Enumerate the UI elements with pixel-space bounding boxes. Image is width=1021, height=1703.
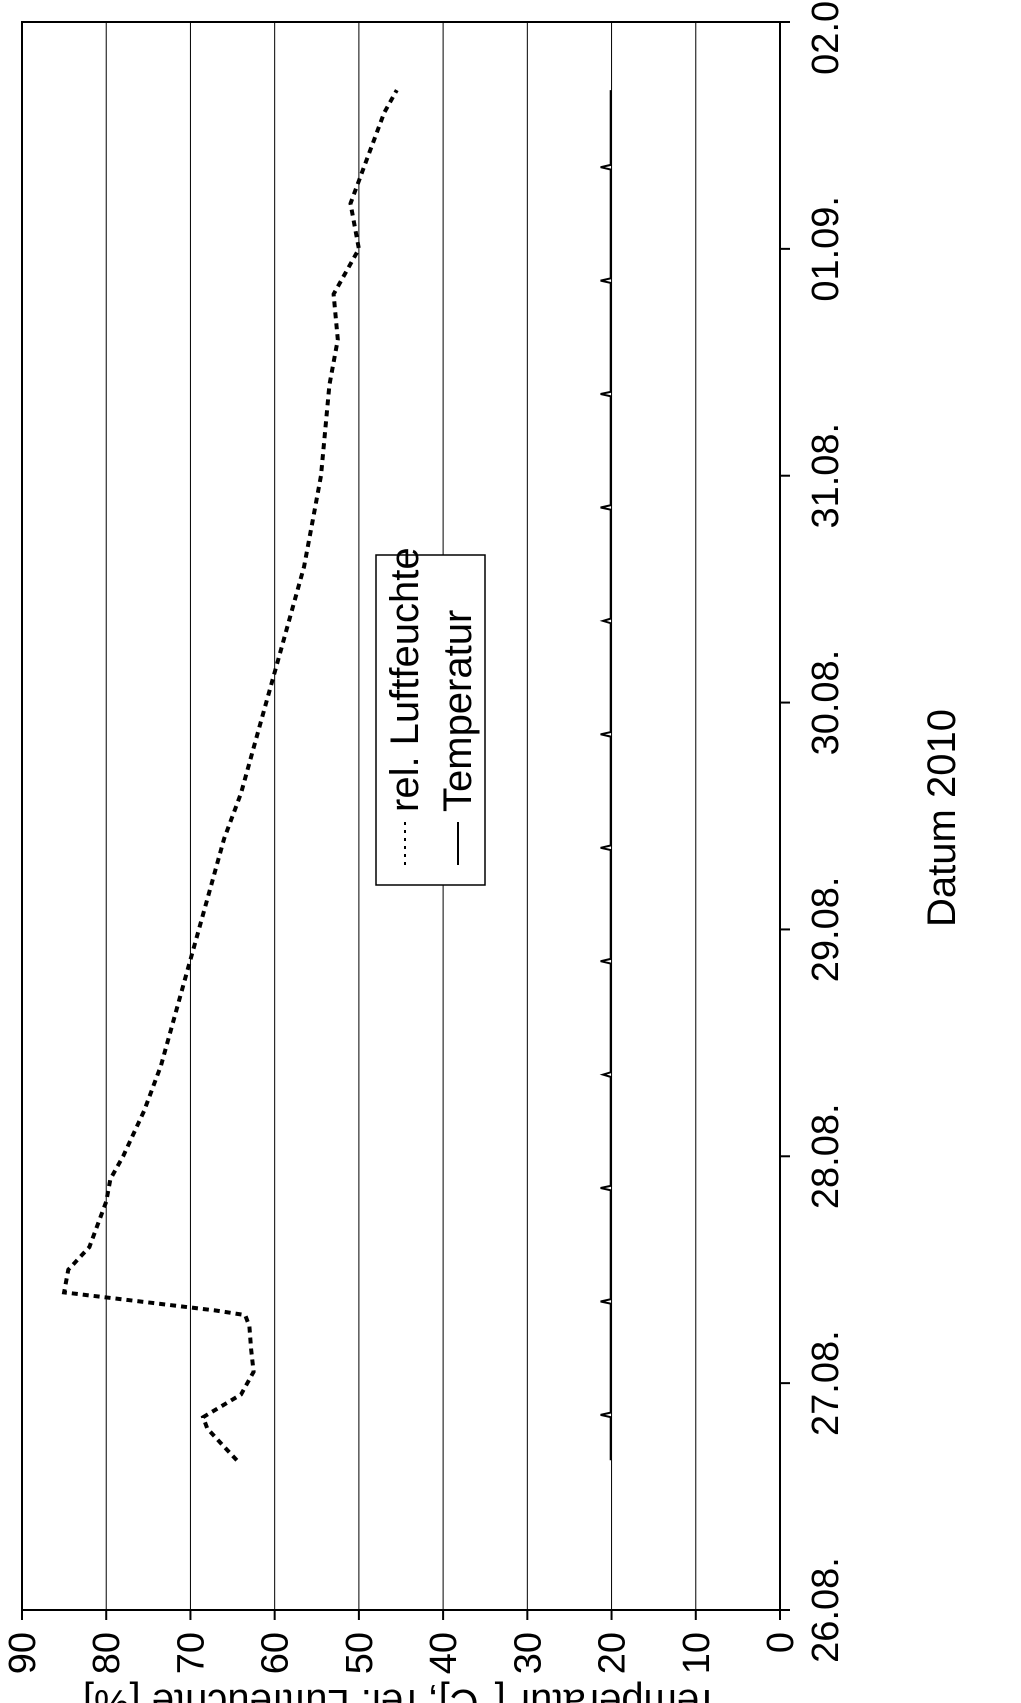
y-tick-label-90: 90 <box>2 1632 44 1674</box>
series-line-rel-luftfeuchte <box>61 89 399 1462</box>
y-tick-label-10: 10 <box>676 1632 718 1674</box>
y-axis-ticks: 0 10 20 30 40 50 60 70 80 90 <box>2 1610 802 1674</box>
y-tick-label-40: 40 <box>423 1632 465 1674</box>
series-rel-luftfeuchte <box>61 89 399 1462</box>
x-tick-label-1: 27.08. <box>805 1330 847 1436</box>
y-tick-label-0: 0 <box>760 1632 802 1653</box>
x-axis-title: Datum 2010 <box>920 709 964 927</box>
y-tick-label-20: 20 <box>592 1632 634 1674</box>
x-tick-label-7: 02.09. <box>805 0 847 75</box>
legend-label-rel-luftfeuchte: rel. Luftfeuchte <box>383 547 427 812</box>
series-temperatur <box>599 90 612 1461</box>
y-tick-label-70: 70 <box>170 1632 212 1674</box>
x-tick-label-6: 01.09. <box>805 196 847 302</box>
y-tick-label-30: 30 <box>507 1632 549 1674</box>
legend: rel. Luftfeuchte Temperatur <box>375 547 486 886</box>
y-tick-label-50: 50 <box>339 1632 381 1674</box>
plot-area: 0 10 20 30 40 50 60 70 80 90 26.08. 27.08. 28.08. 29… <box>2 0 847 1674</box>
y-tick-label-60: 60 <box>255 1632 297 1674</box>
x-tick-label-4: 30.08. <box>805 650 847 756</box>
x-tick-label-3: 29.08. <box>805 877 847 983</box>
x-axis-ticks: 26.08. 27.08. 28.08. 29.08. 30.08. 31.08. 01.0… <box>780 0 847 1663</box>
series-line-temperatur <box>599 90 612 1461</box>
x-tick-label-2: 28.08. <box>805 1103 847 1209</box>
legend-label-temperatur: Temperatur <box>436 610 480 812</box>
legend-box <box>375 554 486 886</box>
y-axis-title: Temperatur [°C], rel. Luftfeuchte [%] <box>83 1681 719 1703</box>
x-tick-label-0: 26.08. <box>805 1557 847 1663</box>
y-tick-label-80: 80 <box>86 1632 128 1674</box>
plot-frame <box>21 21 781 1611</box>
x-tick-label-5: 31.08. <box>805 423 847 529</box>
